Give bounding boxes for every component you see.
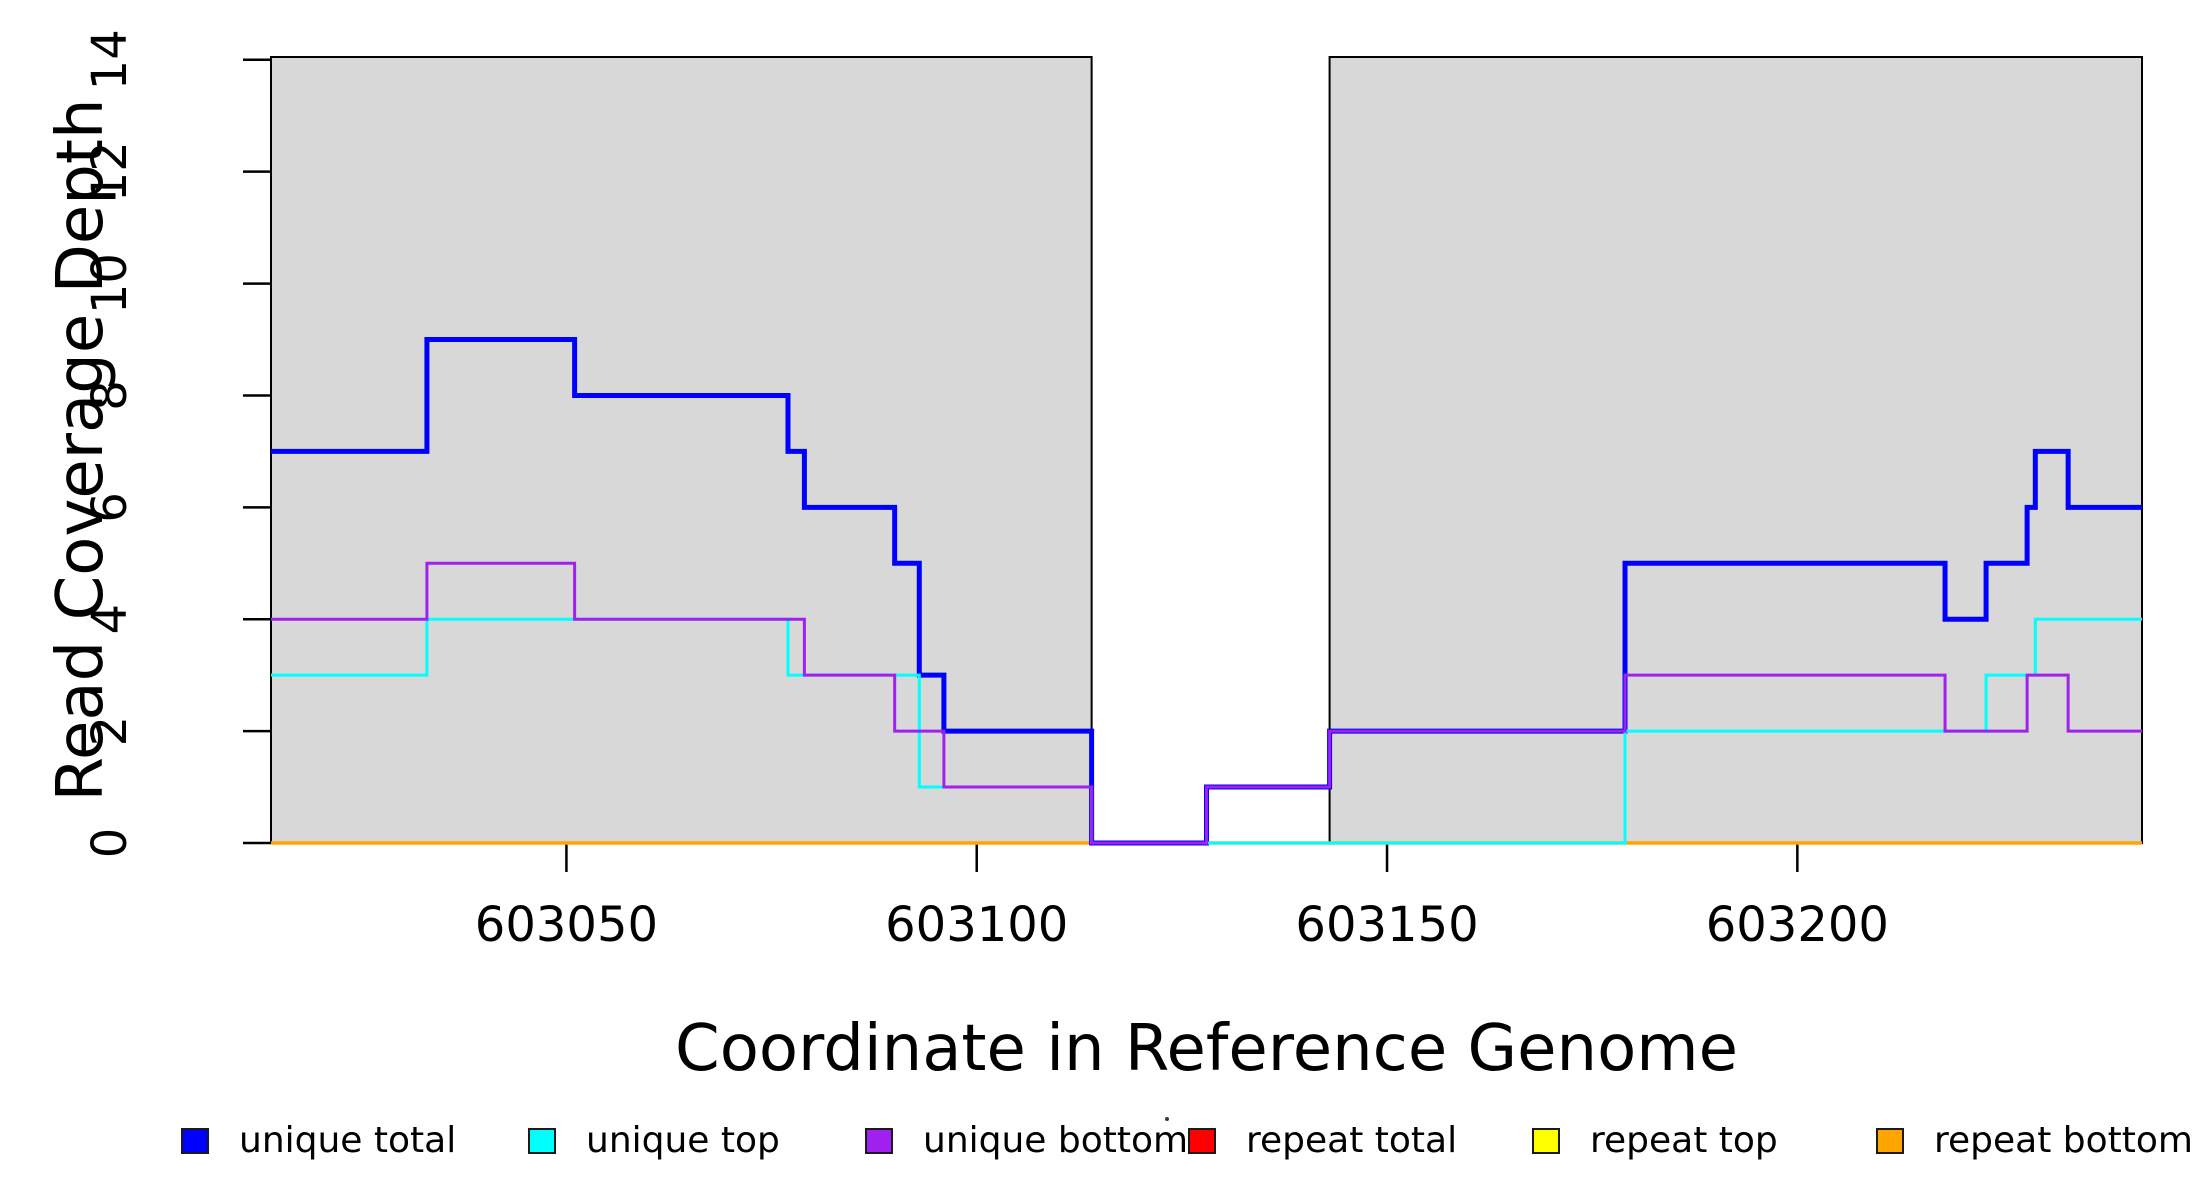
y-axis-title: Read Coverage Depth	[44, 98, 118, 802]
y-tick-label: 10	[82, 253, 138, 314]
unique-bottom-swatch-icon	[865, 1128, 893, 1154]
legend-item-unique-bottom: unique bottom	[865, 1118, 1188, 1164]
legend-label: unique top	[586, 1120, 780, 1161]
x-tick-label: 603100	[885, 897, 1068, 953]
legend-item-repeat-bottom: repeat bottom	[1876, 1118, 2193, 1164]
y-tick-label: 12	[82, 141, 138, 202]
x-tick-label: 603050	[475, 897, 658, 953]
legend-label: unique total	[239, 1120, 457, 1161]
shaded-region	[1328, 56, 2144, 844]
unique-total-swatch-icon	[181, 1128, 209, 1154]
y-tick-label: 4	[82, 604, 138, 635]
stray-dot	[1165, 1117, 1169, 1121]
legend-label: repeat bottom	[1934, 1120, 2193, 1161]
y-tick-label: 2	[82, 716, 138, 747]
x-tick-label: 603150	[1295, 897, 1478, 953]
series-unique-bottom	[271, 561, 2142, 845]
legend-label: unique bottom	[923, 1120, 1189, 1161]
legend-item-unique-total: unique total	[181, 1118, 456, 1164]
y-tick-label: 8	[82, 380, 138, 411]
repeat-top-swatch-icon	[1532, 1128, 1560, 1154]
x-axis-title: Coordinate in Reference Genome	[675, 1012, 1738, 1086]
legend-label: repeat top	[1590, 1120, 1778, 1161]
y-tick-label: 14	[82, 29, 138, 90]
y-tick-label: 0	[82, 828, 138, 859]
unique-top-swatch-icon	[528, 1128, 556, 1154]
repeat-bottom-swatch-icon	[1876, 1128, 1904, 1154]
legend-item-unique-top: unique top	[528, 1118, 780, 1164]
legend: unique total unique top unique bottom re…	[0, 1118, 2200, 1164]
legend-item-repeat-total: repeat total	[1188, 1118, 1457, 1164]
y-tick-label: 6	[82, 492, 138, 523]
x-tick-label: 603200	[1706, 897, 1889, 953]
legend-item-repeat-top: repeat top	[1532, 1118, 1778, 1164]
repeat-total-swatch-icon	[1188, 1128, 1216, 1154]
legend-label: repeat total	[1246, 1120, 1458, 1161]
